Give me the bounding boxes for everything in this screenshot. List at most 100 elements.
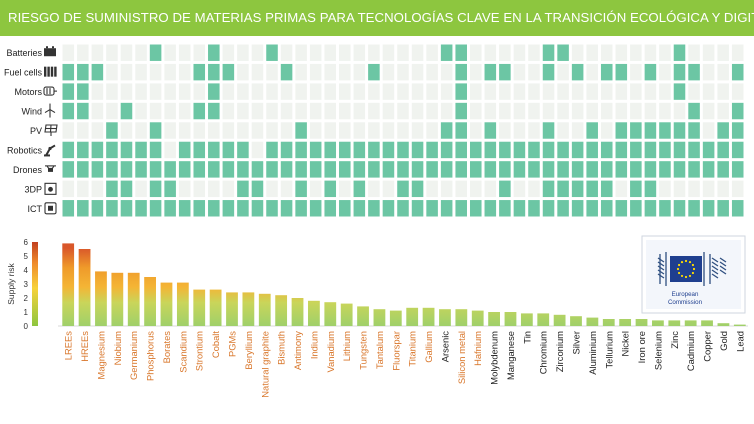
eu-star <box>688 274 692 278</box>
row-label: Batteries <box>6 48 42 58</box>
x-tick-label: Cadmium <box>685 331 696 371</box>
grid-cell-on <box>702 161 715 178</box>
grid-cell-on <box>600 161 613 178</box>
grid-cell-off <box>324 83 337 100</box>
grid-cell-on <box>440 141 453 159</box>
grid-cell-off <box>513 63 526 81</box>
grid-cell-off <box>484 83 497 100</box>
grid-cell-on <box>542 161 555 178</box>
grid-cell-off <box>382 44 395 61</box>
grid-cell-off <box>600 83 613 100</box>
grid-cell-off <box>178 180 191 198</box>
y-tick-label: 0 <box>24 322 29 331</box>
grid-cell-on <box>106 180 118 198</box>
grid-cell-off <box>688 44 700 61</box>
grid-cell-off <box>324 122 337 139</box>
grid-cell-on <box>62 83 75 100</box>
grid-cell-on <box>178 141 191 159</box>
grid-cell-on <box>557 200 569 217</box>
grid-cell-off <box>222 180 235 198</box>
bar-borates <box>160 282 173 326</box>
bar-natural-graphite <box>258 293 271 326</box>
grid-row-3dp <box>62 180 744 198</box>
grid-cell-on <box>149 180 162 198</box>
grid-cell-off <box>528 102 540 120</box>
x-tick-label: Hafnium <box>472 331 483 366</box>
grid-cell-off <box>251 63 264 81</box>
grid-cell-on <box>615 161 628 178</box>
grid-cell-off <box>426 83 438 100</box>
grid-cell-off <box>499 122 511 139</box>
logo-line1: European <box>672 291 699 298</box>
x-tick-label: Beryllium <box>243 331 254 370</box>
grid-cell-on <box>353 180 366 198</box>
grid-cell-on <box>659 122 671 139</box>
grid-cell-on <box>600 141 613 159</box>
grid-cell-off <box>411 83 424 100</box>
x-tick-label: Aluminium <box>587 331 598 375</box>
grid-cell-on <box>266 141 278 159</box>
grid-cell-off <box>426 63 438 81</box>
x-tick-label: Borates <box>161 331 172 364</box>
grid-cell-on <box>120 180 133 198</box>
eu-star <box>676 267 680 271</box>
grid-cell-on <box>62 141 75 159</box>
logo-line2: Commission <box>668 299 703 306</box>
grid-cell-off <box>499 44 511 61</box>
grid-cell-on <box>164 200 176 217</box>
grid-cell-on <box>688 200 700 217</box>
x-tick-label: Copper <box>702 331 713 362</box>
grid-cell-off <box>528 122 540 139</box>
grid-cell-off <box>615 102 628 120</box>
grid-cell-on <box>499 200 511 217</box>
grid-cell-on <box>106 141 118 159</box>
grid-cell-on <box>499 180 511 198</box>
grid-cell-on <box>659 141 671 159</box>
grid-cell-on <box>62 102 75 120</box>
grid-cell-off <box>135 44 147 61</box>
row-label: Robotics <box>7 145 43 155</box>
grid-cell-on <box>644 141 657 159</box>
grid-cell-off <box>557 63 569 81</box>
y-tick-label: 6 <box>24 238 29 247</box>
bar-copper <box>701 320 713 326</box>
bar-tin <box>520 313 533 326</box>
grid-cell-off <box>528 63 540 81</box>
x-tick-label: Tin <box>521 331 532 344</box>
grid-cell-off <box>513 44 526 61</box>
grid-cell-off <box>571 122 584 139</box>
grid-cell-off <box>237 102 249 120</box>
row-label: Wind <box>21 107 42 117</box>
grid-cell-off <box>266 122 278 139</box>
x-tick-label: PGMs <box>227 331 238 357</box>
grid-cell-on <box>353 200 366 217</box>
grid-cell-off <box>251 122 264 139</box>
grid-cell-on <box>528 161 540 178</box>
grid-cell-on <box>484 161 497 178</box>
grid-cell-off <box>237 122 249 139</box>
x-tick-label: Gallium <box>423 331 434 363</box>
grid-cell-off <box>586 83 598 100</box>
bar-vanadium <box>324 302 337 326</box>
row-label: ICT <box>28 204 43 214</box>
grid-cell-off <box>339 180 351 198</box>
x-tick-label: Indium <box>308 331 319 359</box>
bar-pgms <box>226 292 238 326</box>
grid-cell-on <box>280 141 293 159</box>
bar-arsenic <box>439 309 451 326</box>
row-label: 3DP <box>24 184 42 194</box>
grid-cell-on <box>339 161 351 178</box>
grid-cell-on <box>208 141 220 159</box>
grid-cell-on <box>484 200 497 217</box>
grid-cell-off <box>339 122 351 139</box>
grid-cell-off <box>149 102 162 120</box>
bar-titanium <box>406 307 419 326</box>
grid-cell-on <box>295 122 307 139</box>
grid-row-batteries <box>62 44 744 61</box>
grid-cell-on <box>77 83 89 100</box>
grid-cell-off <box>222 83 235 100</box>
grid-cell-on <box>528 141 540 159</box>
grid-row-motors <box>62 83 744 100</box>
x-tick-label: Tellurium <box>603 331 614 369</box>
grid-cell-off <box>324 63 337 81</box>
